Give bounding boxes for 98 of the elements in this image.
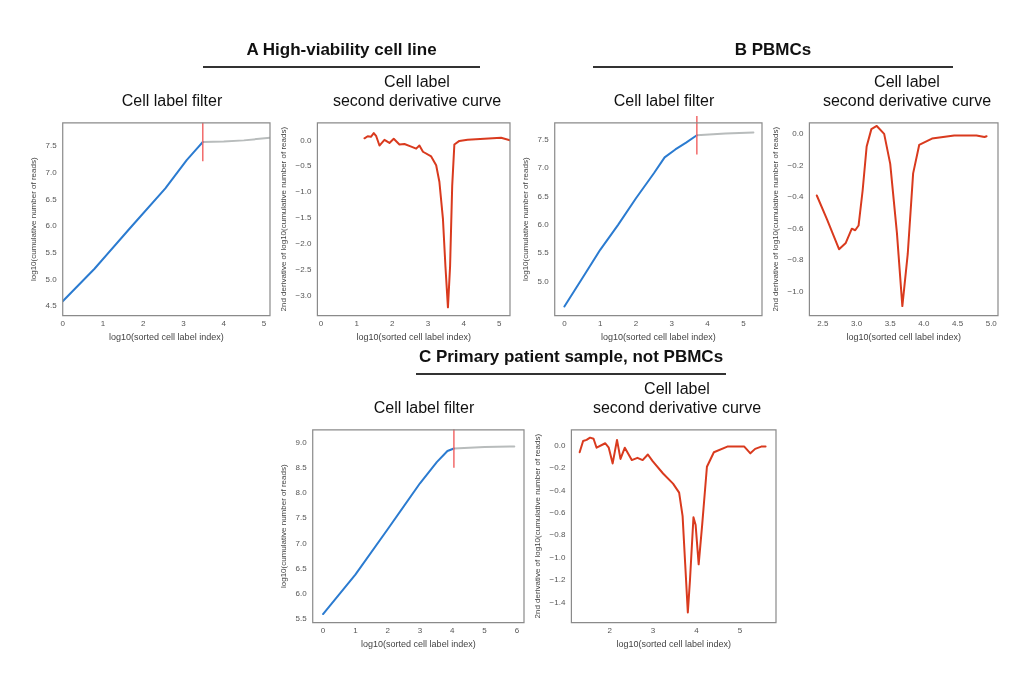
y-axis-title: log10(cumulative number of reads) — [279, 464, 288, 589]
y-tick-label: −0.6 — [549, 507, 566, 517]
x-axis-title: log10(sorted cell label index) — [616, 639, 731, 650]
x-axis-title: log10(sorted cell label index) — [601, 332, 716, 343]
y-tick-label: 5.5 — [295, 614, 308, 624]
y-tick-label: 7.0 — [295, 538, 308, 548]
y-tick-label: 6.0 — [45, 221, 58, 231]
x-tick-label: 5 — [261, 318, 267, 328]
y-tick-label: 9.0 — [295, 437, 308, 447]
x-tick-label: 2 — [385, 625, 391, 635]
x-tick-label: 3 — [181, 318, 187, 328]
y-tick-label: −0.2 — [549, 463, 566, 473]
text: C Primary patient sample, not PBMCs — [416, 347, 726, 375]
x-tick-label: 5.0 — [985, 318, 998, 328]
text: A High-viability cell line — [203, 40, 480, 68]
x-axis-title: log10(sorted cell label index) — [846, 332, 961, 343]
y-tick-label: −0.2 — [787, 160, 804, 170]
y-tick-label: −0.4 — [549, 485, 566, 495]
chart-title: Cell label filter — [612, 91, 716, 110]
y-tick-label: −2.5 — [295, 264, 312, 274]
y-tick-label: −0.5 — [295, 161, 312, 171]
y-tick-label: 7.5 — [295, 513, 308, 523]
x-tick-label: 4 — [705, 318, 711, 328]
x-tick-label: 0 — [320, 625, 326, 635]
y-tick-label: −0.6 — [787, 223, 804, 233]
y-tick-label: 7.0 — [537, 163, 550, 173]
x-tick-label: 4.5 — [952, 318, 964, 328]
x-tick-label: 5 — [737, 625, 743, 635]
y-tick-label: −1.4 — [549, 597, 566, 607]
x-tick-label: 6 — [514, 625, 520, 635]
y-axis-title: log10(cumulative number of reads) — [521, 157, 530, 282]
y-tick-label: 5.0 — [45, 274, 58, 284]
x-tick-label: 2.5 — [817, 318, 829, 328]
x-tick-label: 4 — [221, 318, 227, 328]
y-tick-label: 6.5 — [295, 563, 308, 573]
y-tick-label: −0.8 — [549, 530, 566, 540]
x-tick-label: 2 — [390, 318, 396, 328]
y-tick-label: −1.2 — [549, 575, 566, 585]
y-tick-label: −1.0 — [787, 287, 804, 297]
x-tick-label: 5 — [482, 625, 488, 635]
y-tick-label: −0.4 — [787, 192, 804, 202]
x-tick-label: 5 — [741, 318, 747, 328]
chart-title: Cell label filter — [372, 398, 476, 417]
x-tick-label: 4 — [694, 625, 700, 635]
chart-title: Cell label second derivative curve — [821, 72, 993, 110]
x-axis-title: log10(sorted cell label index) — [356, 332, 471, 343]
x-tick-label: 2 — [140, 318, 146, 328]
y-tick-label: −1.0 — [549, 552, 566, 562]
y-tick-label: 8.5 — [295, 462, 308, 472]
x-tick-label: 4.0 — [918, 318, 931, 328]
x-tick-label: 0 — [562, 318, 568, 328]
y-axis-title: 2nd derivative of log10(cumulative number of reads) — [279, 126, 288, 312]
x-axis-title: log10(sorted cell label index) — [109, 332, 224, 343]
x-tick-label: 3 — [417, 625, 423, 635]
x-tick-label: 3.5 — [884, 318, 897, 328]
y-axis-title: 2nd derivative of log10(cumulative number of reads) — [533, 433, 542, 619]
y-tick-label: −1.0 — [295, 187, 312, 197]
x-tick-label: 1 — [100, 318, 106, 328]
y-tick-label: −0.8 — [787, 255, 804, 265]
y-tick-label: 6.0 — [537, 220, 550, 230]
x-tick-label: 0 — [60, 318, 66, 328]
y-tick-label: 0.0 — [300, 135, 312, 145]
y-tick-label: 6.0 — [295, 589, 308, 599]
x-tick-label: 3 — [425, 318, 431, 328]
y-axis-title: 2nd derivative of log10(cumulative number of reads) — [771, 126, 780, 312]
x-tick-label: 2 — [607, 625, 613, 635]
y-tick-label: 0.0 — [554, 440, 566, 450]
y-tick-label: 5.5 — [537, 248, 550, 258]
x-tick-label: 3.0 — [850, 318, 863, 328]
chart-title: Cell label filter — [120, 91, 224, 110]
y-tick-label: 6.5 — [537, 191, 550, 201]
x-tick-label: 1 — [354, 318, 360, 328]
y-tick-label: −3.0 — [295, 290, 312, 300]
x-tick-label: 2 — [633, 318, 639, 328]
y-tick-label: 4.5 — [45, 301, 58, 311]
x-axis-title: log10(sorted cell label index) — [361, 639, 476, 650]
y-tick-label: 7.0 — [45, 168, 58, 178]
x-tick-label: 3 — [650, 625, 656, 635]
text: B PBMCs — [593, 40, 953, 68]
y-tick-label: −1.5 — [295, 213, 312, 223]
y-tick-label: −2.0 — [295, 238, 312, 248]
x-tick-label: 0 — [318, 318, 324, 328]
y-tick-label: 5.0 — [537, 276, 550, 286]
chart-title: Cell label second derivative curve — [591, 379, 763, 417]
chart-title: Cell label second derivative curve — [331, 72, 503, 110]
x-tick-label: 4 — [461, 318, 467, 328]
y-tick-label: 0.0 — [792, 129, 804, 139]
y-axis-title: log10(cumulative number of reads) — [29, 157, 38, 282]
x-tick-label: 5 — [497, 318, 503, 328]
y-tick-label: 5.5 — [45, 247, 58, 257]
x-tick-label: 4 — [450, 625, 456, 635]
y-tick-label: 7.5 — [537, 135, 550, 145]
y-tick-label: 6.5 — [45, 194, 58, 204]
x-tick-label: 1 — [597, 318, 603, 328]
y-tick-label: 8.0 — [295, 488, 308, 498]
y-tick-label: 7.5 — [45, 141, 58, 151]
x-tick-label: 3 — [669, 318, 675, 328]
x-tick-label: 1 — [353, 625, 359, 635]
